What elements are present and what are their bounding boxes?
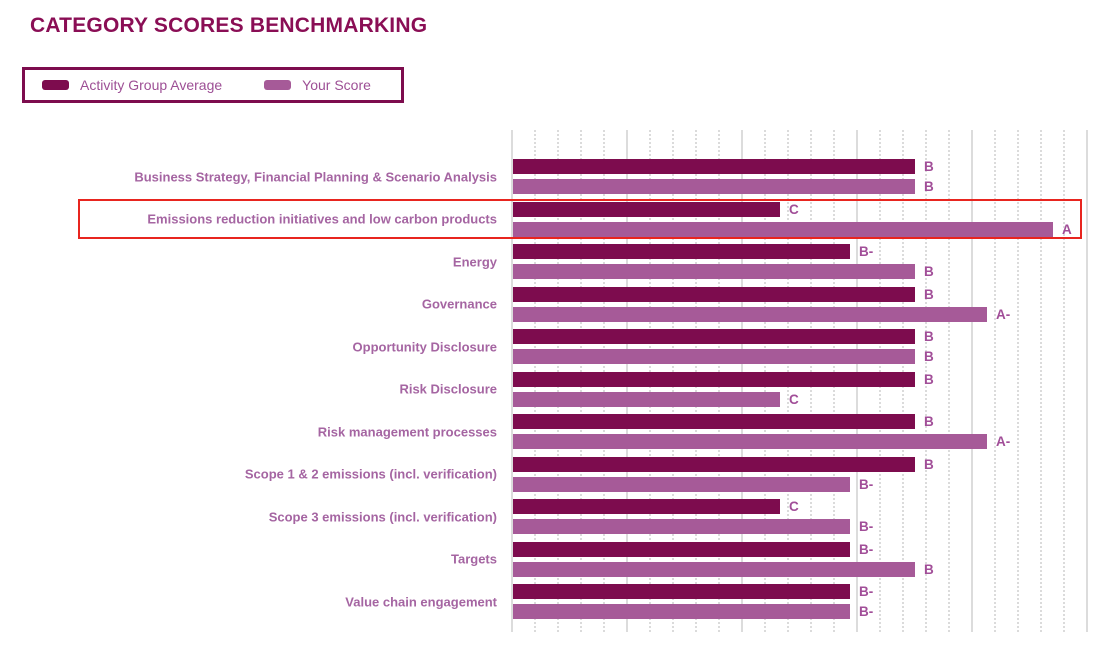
grade-label-average: B- [859,584,874,599]
gridline-minor [994,130,996,632]
legend-swatch-average-icon [42,80,69,90]
bar-average [513,329,915,344]
grade-label-your-score: B [924,349,934,364]
grade-label-average: B- [859,244,874,259]
highlight-box [78,199,1082,239]
grade-label-your-score: C [789,391,799,407]
category-label: Targets [451,551,497,567]
bar-your-score [513,519,850,534]
chart-rows: Business Strategy, Financial Planning & … [0,159,1117,627]
gridline-minor [948,130,950,632]
gridline-major [511,130,513,632]
category-row: Value chain engagement B- B- [0,584,1117,619]
category-row: Scope 1 & 2 emissions (incl. verificatio… [0,456,1117,492]
category-row: Energy B- B [0,244,1117,279]
bar-average [513,499,780,514]
bar-your-score [513,306,987,322]
grade-label-your-score: B- [859,604,874,619]
grade-label-your-score: B [924,264,934,279]
bar-average [513,286,915,302]
bar-your-score [513,434,987,449]
category-row: Risk Disclosure B C [0,371,1117,407]
category-label: Emissions reduction initiatives and low … [147,211,497,227]
bar-average [513,244,850,259]
category-label: Energy [452,254,497,269]
bar-average [513,201,780,217]
bar-average [513,159,915,174]
grade-label-your-score: B [924,561,934,577]
category-label: Value chain engagement [345,594,497,609]
gridline-minor [1040,130,1042,632]
bar-your-score [513,476,850,492]
category-row: Emissions reduction initiatives and low … [0,201,1117,237]
gridline-minor [925,130,927,632]
grade-label-average: B [924,456,934,472]
category-row: Scope 3 emissions (incl. verification) C B… [0,499,1117,534]
bar-your-score [513,221,1053,237]
bar-chart: Business Strategy, Financial Planning & … [0,130,1117,632]
category-row: Targets B- B [0,541,1117,577]
category-label: Risk management processes [317,424,497,439]
grade-label-your-score: B- [859,519,874,534]
grade-label-average: B [924,414,934,429]
bar-your-score [513,264,915,279]
category-label: Risk Disclosure [399,381,497,397]
category-row: Business Strategy, Financial Planning & … [0,159,1117,194]
category-label: Business Strategy, Financial Planning & … [134,169,497,184]
bar-your-score [513,561,915,577]
grade-label-average: B- [859,541,874,557]
grade-label-average: C [789,201,799,217]
bar-your-score [513,349,915,364]
grade-label-your-score: A [1062,221,1072,237]
bar-average [513,371,915,387]
legend-item-average: Activity Group Average [42,77,222,93]
grade-label-average: C [789,499,799,514]
legend-label-average: Activity Group Average [80,77,223,93]
bar-average [513,456,915,472]
legend-item-your-score: Your Score [264,77,371,93]
legend-swatch-your-score-icon [264,80,292,90]
legend: Activity Group Average Your Score [22,67,404,103]
grade-label-average: B [924,329,934,344]
category-row: Risk management processes B A- [0,414,1117,449]
gridline-minor [1063,130,1065,632]
category-label: Opportunity Disclosure [352,339,497,354]
grade-label-your-score: B [924,179,934,194]
grade-label-average: B [924,286,934,302]
grade-label-average: B [924,371,934,387]
bar-your-score [513,179,915,194]
grade-label-average: B [924,159,934,174]
bar-average [513,414,915,429]
category-row: Opportunity Disclosure B B [0,329,1117,364]
gridline-major [971,130,973,632]
grade-label-your-score: A- [996,434,1011,449]
gridline-minor [1017,130,1019,632]
category-label: Scope 3 emissions (incl. verification) [268,509,497,524]
legend-label-your-score: Your Score [302,77,371,93]
category-label: Governance [421,296,497,312]
bar-average [513,584,850,599]
category-row: Governance B A- [0,286,1117,322]
bar-your-score [513,391,780,407]
grade-label-your-score: B- [859,476,874,492]
bar-average [513,541,850,557]
bar-your-score [513,604,850,619]
chart-title: CATEGORY SCORES BENCHMARKING [30,14,428,37]
category-label: Scope 1 & 2 emissions (incl. verificatio… [244,466,497,482]
grade-label-your-score: A- [996,306,1011,322]
gridline-major [1086,130,1088,632]
